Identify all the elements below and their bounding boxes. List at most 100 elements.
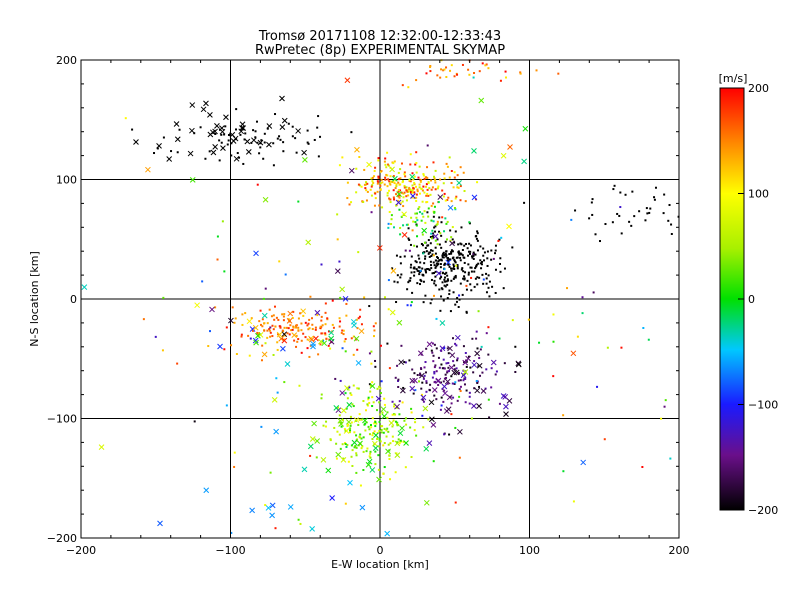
data-point-cross [381, 413, 388, 420]
data-point [467, 273, 470, 276]
data-point [482, 247, 485, 250]
data-point [448, 433, 451, 436]
data-point [366, 190, 369, 193]
data-point [415, 216, 418, 219]
data-point [451, 226, 454, 229]
data-point [464, 351, 467, 354]
data-point [336, 238, 339, 241]
data-point [662, 212, 665, 215]
data-point-cross [401, 231, 408, 238]
data-point [392, 189, 395, 192]
data-point [273, 305, 276, 308]
data-point [433, 279, 436, 282]
data-point [411, 184, 414, 187]
data-point [374, 359, 377, 362]
data-point [360, 437, 363, 440]
data-point [438, 259, 441, 262]
data-point [504, 76, 507, 79]
data-point [363, 423, 366, 426]
data-point [620, 232, 623, 235]
data-point-cross [357, 440, 363, 447]
data-point [491, 285, 494, 288]
data-point [376, 182, 379, 185]
data-point [193, 420, 196, 423]
data-point [485, 368, 488, 371]
data-point [414, 221, 417, 224]
data-point [339, 379, 342, 382]
data-point [465, 365, 468, 368]
data-point-cross [471, 147, 477, 154]
data-point [386, 427, 389, 430]
data-point [408, 359, 411, 362]
data-point [260, 139, 263, 142]
data-point [416, 235, 419, 238]
data-point [387, 178, 390, 181]
data-point [434, 364, 437, 367]
data-point-cross [320, 457, 327, 463]
data-point-cross [351, 439, 358, 446]
data-point [450, 249, 453, 252]
data-point [450, 402, 453, 405]
data-point [425, 201, 428, 204]
data-point [527, 318, 530, 321]
data-point [386, 416, 389, 419]
data-point [443, 433, 446, 436]
data-point [469, 244, 472, 247]
data-point [397, 181, 400, 184]
data-point [644, 219, 647, 222]
data-point [459, 166, 462, 169]
data-point [395, 204, 398, 207]
data-point [670, 223, 673, 226]
data-point [482, 259, 485, 262]
data-point [511, 319, 514, 322]
data-point-cross [380, 406, 387, 413]
data-point [430, 278, 433, 281]
data-point [415, 193, 418, 196]
data-point [416, 219, 419, 222]
data-point [410, 271, 413, 274]
data-point [446, 297, 449, 300]
data-point-cross [369, 467, 376, 473]
data-point [421, 212, 424, 215]
data-point [371, 434, 374, 437]
data-point [446, 238, 449, 241]
data-point [416, 374, 419, 377]
data-point [411, 368, 414, 371]
data-point [424, 255, 427, 258]
data-point [409, 153, 412, 156]
data-point [343, 340, 346, 343]
data-point [420, 393, 423, 396]
data-point [435, 370, 438, 373]
data-point [407, 194, 410, 197]
data-point [403, 419, 406, 422]
data-point [450, 64, 453, 67]
data-point [445, 66, 448, 69]
data-point [475, 330, 478, 333]
data-point [345, 314, 348, 317]
data-point [380, 178, 383, 181]
data-point [264, 287, 267, 290]
data-point [461, 293, 464, 296]
data-point [434, 284, 437, 287]
data-point [444, 240, 447, 243]
data-point [442, 251, 445, 254]
data-point [435, 262, 438, 265]
data-point-cross [506, 223, 512, 230]
data-point [415, 223, 418, 226]
data-point [434, 179, 437, 182]
data-point [399, 233, 402, 236]
data-point [255, 120, 258, 123]
data-point [338, 433, 341, 436]
data-point [467, 355, 470, 358]
data-point [162, 296, 165, 299]
data-point [309, 454, 312, 457]
data-point [344, 502, 347, 505]
data-point [476, 239, 479, 242]
data-point [619, 191, 622, 194]
data-point [131, 128, 134, 131]
data-point [344, 443, 347, 446]
data-point [523, 201, 526, 204]
data-point-cross [219, 125, 225, 131]
data-point [294, 137, 297, 140]
data-point [436, 220, 439, 223]
